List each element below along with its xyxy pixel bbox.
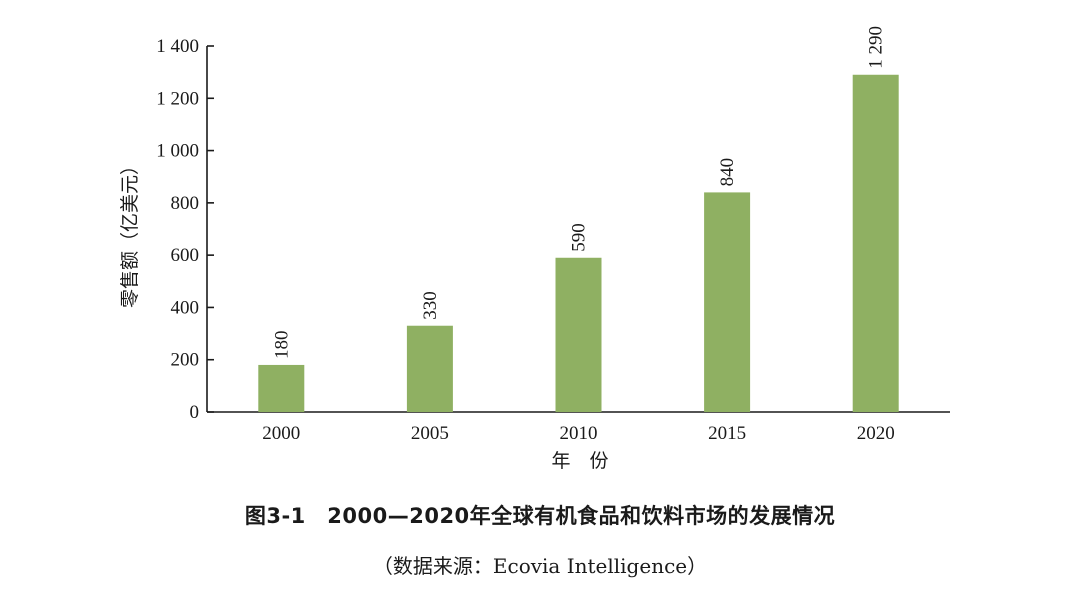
bar-chart: 0 200 400 600 800 1 000 1 200 1 400 2000 2005 201…	[119, 26, 950, 472]
data-label: 180	[271, 330, 292, 359]
data-labels: 180 330 590 840 1 290	[271, 26, 886, 359]
bars	[258, 74, 899, 412]
bar	[555, 257, 602, 412]
y-tick-label: 0	[190, 402, 200, 423]
x-tick-label: 2020	[857, 423, 895, 444]
bar	[258, 364, 305, 412]
y-tick-label: 800	[171, 193, 200, 214]
data-label: 840	[717, 158, 738, 187]
x-axis-title: 年 份	[551, 450, 608, 472]
x-tick-label: 2010	[560, 423, 598, 444]
x-tick-label: 2015	[708, 423, 746, 444]
y-axis-title: 零售额（亿美元）	[119, 156, 141, 308]
y-tick-label: 600	[171, 245, 200, 266]
data-label: 590	[569, 223, 590, 252]
y-tick-label: 400	[171, 297, 200, 318]
y-tick-label: 1 400	[156, 36, 199, 57]
bar	[704, 192, 751, 412]
figure-source: （数据来源：Ecovia Intelligence）	[372, 554, 708, 578]
x-tick-label: 2005	[411, 423, 449, 444]
x-tick-label: 2000	[262, 423, 300, 444]
y-tick-label: 1 200	[156, 88, 199, 109]
y-axis: 0 200 400 600 800 1 000 1 200 1 400	[156, 36, 214, 423]
y-tick-label: 1 000	[156, 141, 199, 162]
y-tick-label: 200	[171, 350, 200, 371]
bar	[852, 74, 899, 412]
data-label: 1 290	[866, 26, 887, 69]
x-axis: 2000 2005 2010 2015 2020	[207, 411, 950, 444]
figure-title: 图3-1 2000—2020年全球有机食品和饮料市场的发展情况	[244, 504, 836, 528]
data-label: 330	[420, 291, 441, 320]
bar	[406, 325, 453, 412]
